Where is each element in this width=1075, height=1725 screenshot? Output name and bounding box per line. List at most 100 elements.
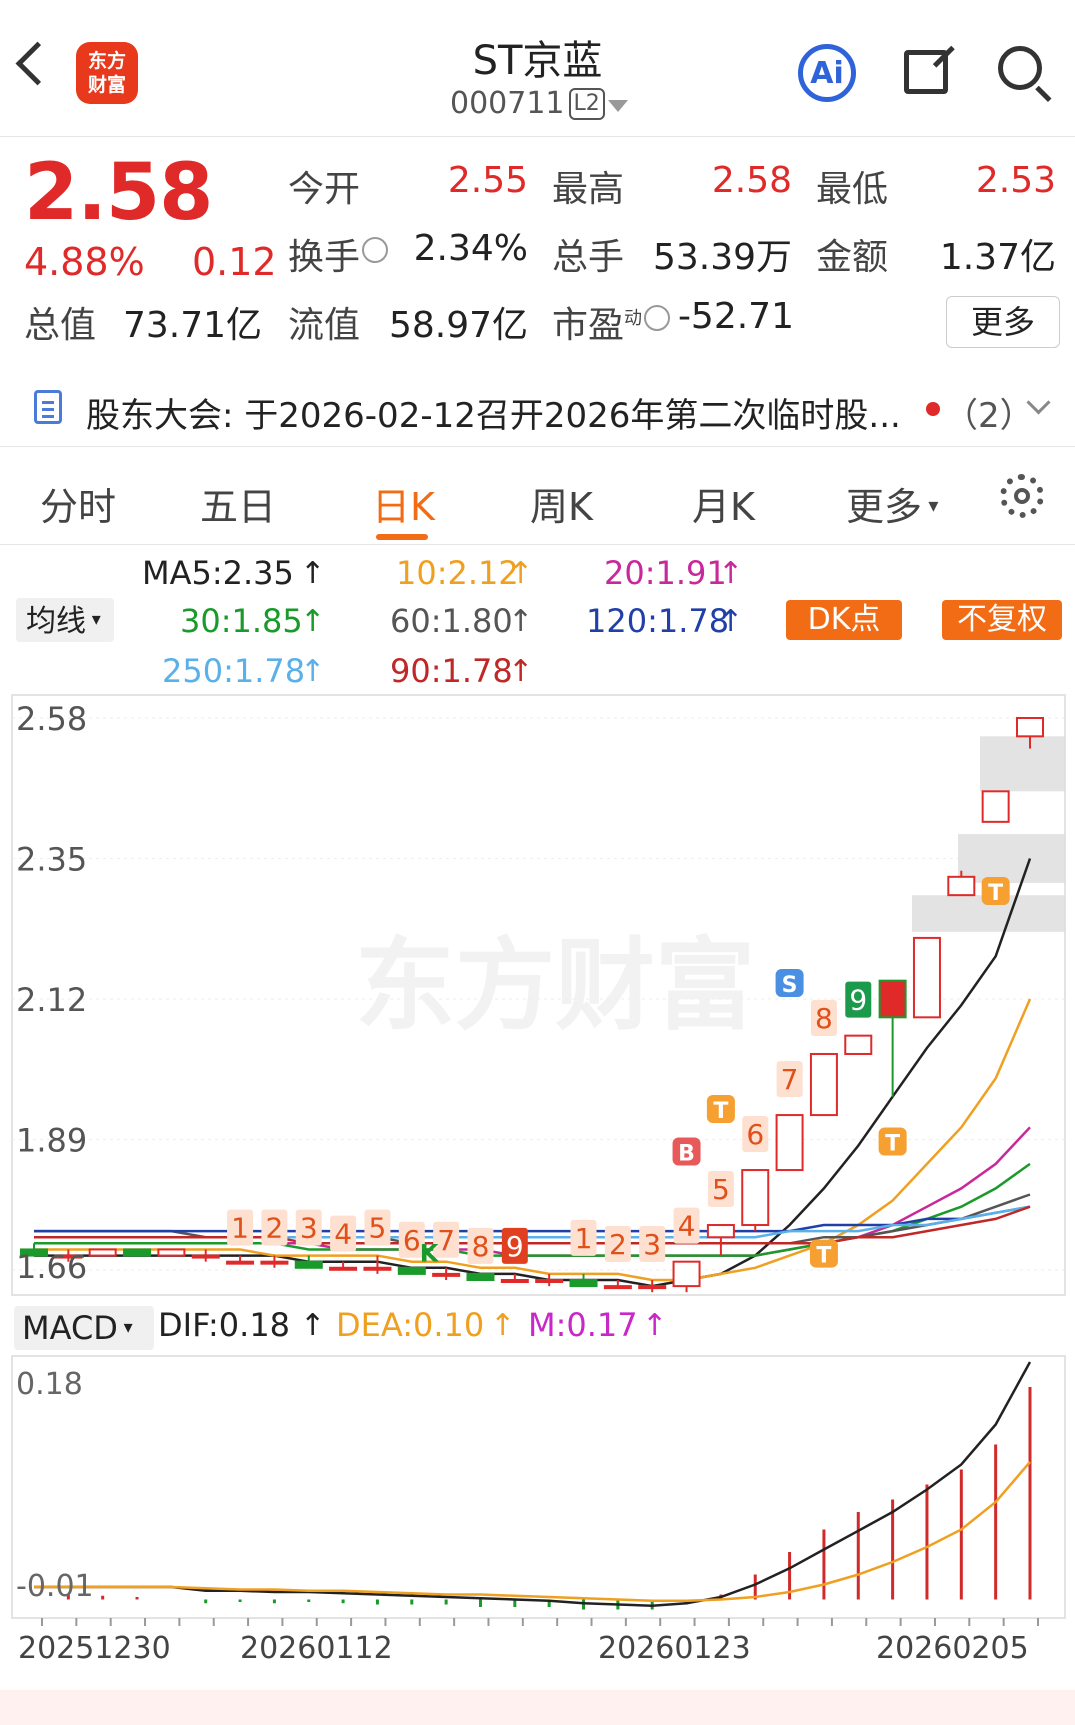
stock-code[interactable]: 000711 L2	[450, 86, 605, 121]
ma120-value: 120:1.78	[586, 602, 730, 640]
dk-point-button[interactable]: DK点	[786, 600, 902, 640]
up-arrow-icon: ↑	[508, 556, 534, 591]
t-signal-marker: T	[885, 1132, 900, 1157]
more-button[interactable]: 更多	[946, 296, 1060, 348]
td-count-bg	[261, 1209, 288, 1246]
candle-body	[569, 1279, 598, 1288]
app-header: 东方 财富 ST京蓝 000711 L2 Ai	[0, 0, 1075, 137]
x-date-label: 20260112	[240, 1631, 393, 1666]
tab-wuri[interactable]: 五日	[200, 485, 277, 529]
ma-line-90	[34, 1205, 1031, 1245]
td-count-bg	[845, 981, 872, 1018]
ma30-value: 30:1.85	[180, 602, 303, 640]
ma90-value: 90:1.78	[390, 652, 513, 690]
y-axis-labels: 2.58 2.35 2.12 1.89 1.66	[16, 700, 87, 1286]
macd-y-label: -0.01	[16, 1569, 94, 1604]
td-count-label: 6	[403, 1224, 421, 1257]
candle-body	[1016, 717, 1044, 738]
ma-lines	[34, 858, 1032, 1288]
bottom-bar	[0, 1690, 1075, 1725]
td-count-bg	[639, 1226, 666, 1262]
td-count-label: 3	[300, 1212, 318, 1245]
macd-frame	[11, 1355, 1066, 1619]
up-arrow-icon: ↑	[300, 556, 326, 591]
candle-body	[981, 790, 1010, 823]
quote-value-3: 2.34%	[413, 228, 528, 269]
macd-chart[interactable]: 0.18 -0.01 20251230 20260112 20260123 202602…	[0, 1352, 1075, 1682]
tab-rik[interactable]: 日K	[372, 485, 435, 529]
candle-body	[123, 1248, 152, 1257]
up-arrow-icon: ↑	[718, 604, 744, 639]
t-signal-marker: T	[816, 1244, 831, 1269]
ma-line-MA5	[34, 858, 1032, 1288]
ai-button[interactable]: Ai	[798, 44, 856, 102]
candle-body	[706, 1224, 735, 1239]
td-count-label: 5	[369, 1212, 387, 1245]
info-icon[interactable]	[362, 237, 389, 263]
candle-body	[741, 1169, 770, 1227]
x-date-label: 20251230	[18, 1631, 171, 1666]
change-percent: 4.88%	[24, 240, 145, 284]
sell-signal-marker-bg	[775, 969, 804, 997]
chevron-down-icon[interactable]	[608, 100, 628, 112]
td-count-bg	[398, 1221, 425, 1258]
td-count-bg	[501, 1227, 528, 1264]
buy-signal-marker: B	[678, 1142, 695, 1167]
stock-name: ST京蓝	[472, 38, 603, 84]
candle-body	[226, 1260, 255, 1265]
td-count-bg	[707, 1171, 734, 1208]
quote-value-8: -52.71	[677, 296, 794, 337]
td-count-bg	[673, 1207, 700, 1244]
up-arrow-icon: ↑	[490, 1308, 516, 1343]
tab-yuek[interactable]: 月K	[692, 485, 755, 529]
td-count-label: 2	[609, 1228, 627, 1261]
macd-dea: DEA:0.10	[336, 1306, 485, 1344]
up-arrow-icon: ↑	[508, 654, 534, 689]
candle-body	[191, 1254, 220, 1259]
no-adjust-button[interactable]: 不复权	[942, 600, 1062, 640]
dea-line	[34, 1461, 1031, 1603]
search-icon[interactable]	[998, 46, 1042, 90]
settings-gear-icon[interactable]	[1000, 474, 1044, 518]
td-count-label: 7	[781, 1063, 799, 1096]
td-count-label: 2	[265, 1212, 283, 1245]
tab-more[interactable]: 更多 ▾	[846, 485, 939, 529]
stock-code-text: 000711	[450, 86, 565, 121]
candle-body	[844, 1034, 873, 1055]
td-count-label: 9	[849, 984, 867, 1017]
pe-dynamic-sup: 动	[624, 308, 643, 329]
t-signal-marker-bg	[981, 877, 1010, 906]
x-date-label: 20260123	[598, 1631, 751, 1666]
tab-fenshi[interactable]: 分时	[40, 485, 117, 529]
quote-value-0: 2.55	[447, 160, 528, 201]
t-signal-marker-bg	[706, 1094, 735, 1123]
quote-value-2: 2.53	[975, 160, 1056, 201]
active-tab-indicator	[376, 534, 428, 540]
ma5-value: MA5:2.35	[142, 554, 294, 592]
tab-zhouk[interactable]: 周K	[530, 485, 593, 529]
td-count-bg	[364, 1209, 391, 1246]
current-price: 2.58	[24, 148, 213, 238]
t-signal-marker: T	[713, 1099, 728, 1124]
eastmoney-logo: 东方 财富	[76, 42, 138, 104]
macd-y-labels: 0.18 -0.01	[16, 1367, 94, 1604]
ma-selector[interactable]: 均线 ▾	[16, 598, 114, 642]
candle-body	[54, 1254, 83, 1259]
td-count-bg	[330, 1215, 357, 1252]
notice-bar[interactable]: 股东大会: 于2026-02-12召开2026年第二次临时股... （2）	[0, 370, 1075, 447]
info-icon[interactable]	[644, 305, 671, 331]
quote-value-7: 58.97亿	[388, 305, 528, 346]
macd-histogram	[66, 1387, 1032, 1610]
document-icon	[34, 390, 62, 424]
share-icon[interactable]	[904, 50, 948, 94]
ma10-value: 10:2.12	[396, 554, 519, 592]
notice-count: （2）	[944, 396, 1034, 436]
td-count-bg	[742, 1116, 769, 1153]
y-tick-label: 1.66	[16, 1248, 87, 1286]
td-count-label: 7	[437, 1224, 455, 1257]
macd-selector[interactable]: MACD ▾	[14, 1306, 154, 1350]
quote-label-1: 最高	[552, 169, 625, 210]
level-badge: L2	[568, 88, 605, 120]
